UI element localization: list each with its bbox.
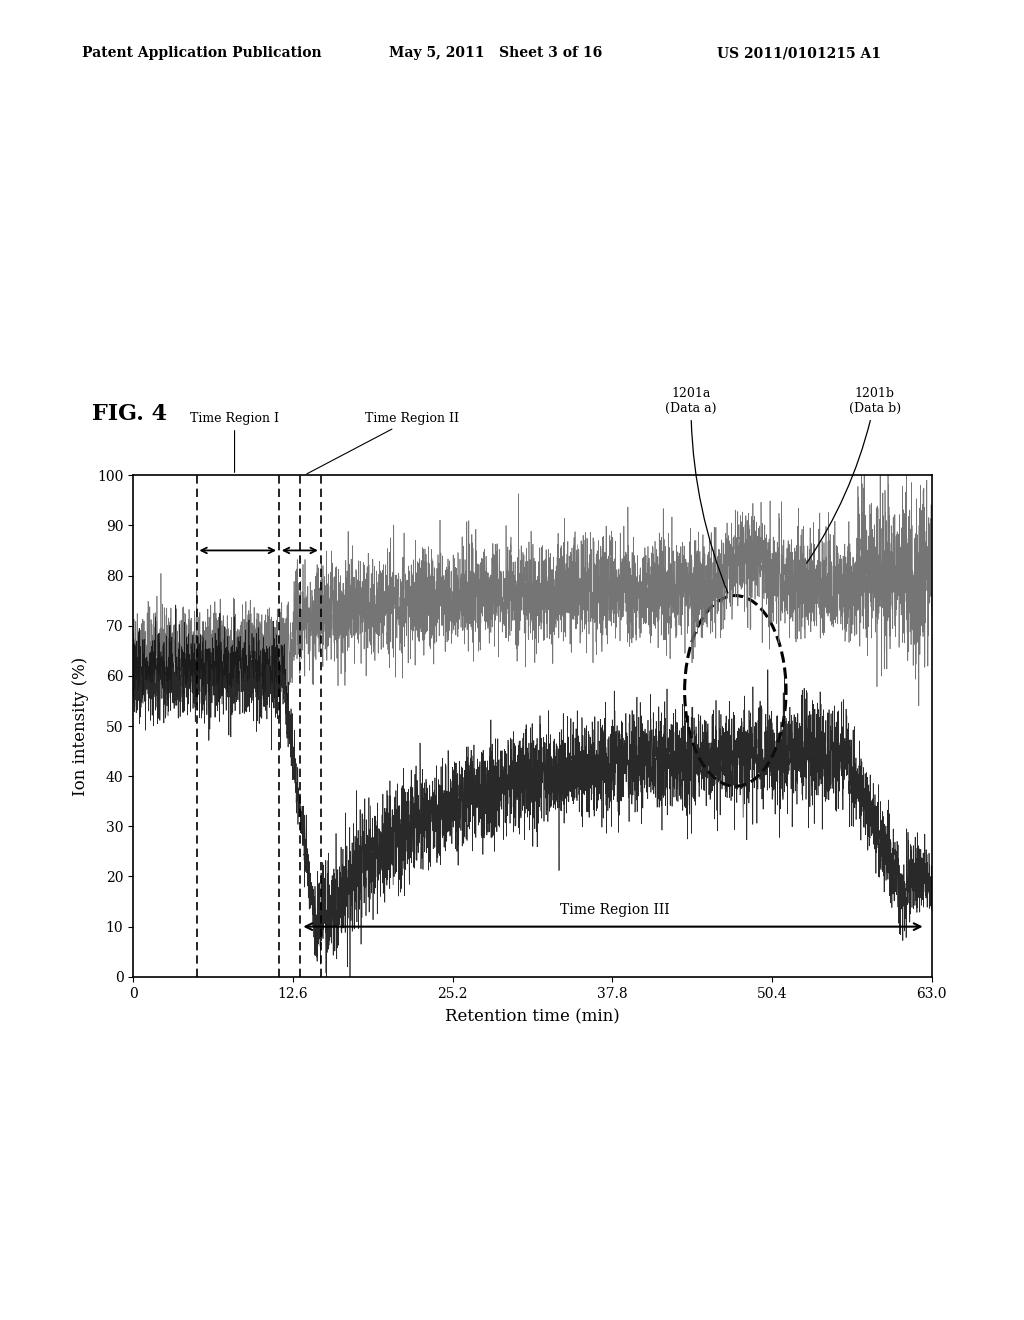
Y-axis label: Ion intensity (%): Ion intensity (%) <box>72 656 89 796</box>
Text: 1201b
(Data b): 1201b (Data b) <box>807 387 901 564</box>
Text: US 2011/0101215 A1: US 2011/0101215 A1 <box>717 46 881 61</box>
Text: 1201a
(Data a): 1201a (Data a) <box>666 387 728 593</box>
Text: FIG. 4: FIG. 4 <box>92 403 167 425</box>
Text: Patent Application Publication: Patent Application Publication <box>82 46 322 61</box>
Text: Time Region II: Time Region II <box>307 412 459 474</box>
X-axis label: Retention time (min): Retention time (min) <box>445 1008 620 1026</box>
Text: Time Region I: Time Region I <box>190 412 280 473</box>
Text: May 5, 2011   Sheet 3 of 16: May 5, 2011 Sheet 3 of 16 <box>389 46 602 61</box>
Text: Time Region III: Time Region III <box>560 903 670 916</box>
